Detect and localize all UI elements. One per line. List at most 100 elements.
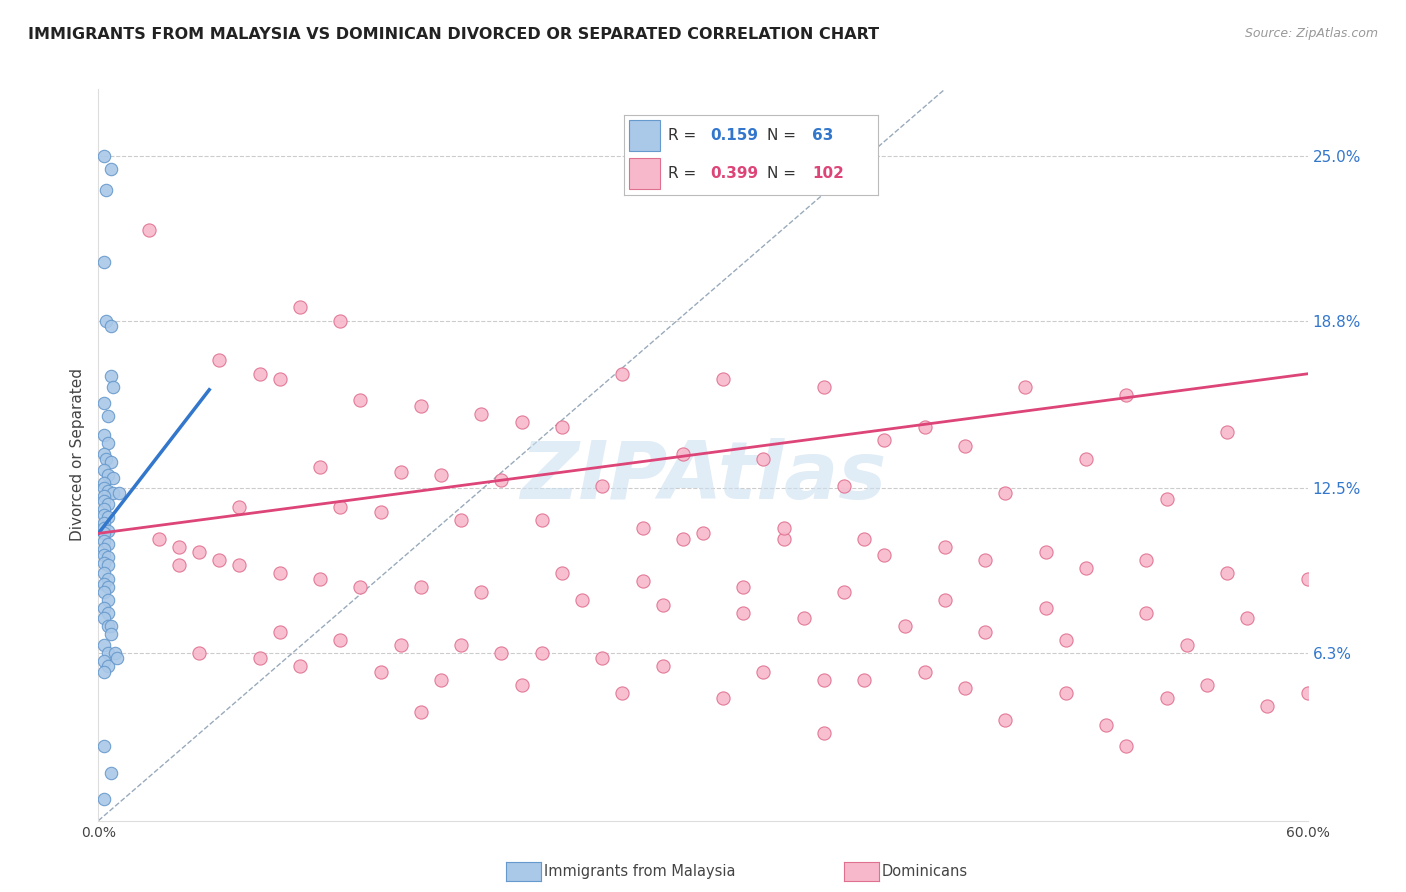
Point	[97, 580, 120, 594]
Bar	[630, 120, 659, 151]
Point	[1216, 566, 1239, 581]
Point	[1236, 611, 1258, 625]
Point	[96, 183, 118, 197]
Point	[100, 369, 122, 384]
Point	[953, 439, 976, 453]
Point	[651, 598, 673, 612]
Point	[1256, 699, 1278, 714]
Point	[672, 532, 695, 546]
Point	[97, 606, 120, 620]
Point	[97, 409, 120, 424]
Point	[1054, 686, 1077, 700]
Point	[813, 673, 835, 687]
Point	[288, 659, 311, 673]
Point	[329, 313, 352, 327]
Point	[93, 521, 115, 535]
Point	[692, 526, 714, 541]
Point	[510, 678, 533, 692]
Point	[1115, 388, 1137, 402]
Point	[1135, 553, 1157, 567]
Point	[329, 500, 352, 514]
Point	[591, 478, 613, 492]
Point	[873, 434, 896, 448]
Point	[551, 566, 574, 581]
Point	[93, 611, 115, 625]
Text: 63: 63	[813, 128, 834, 144]
Point	[349, 580, 371, 594]
Text: ZIPAtlas: ZIPAtlas	[520, 438, 886, 516]
Point	[100, 318, 122, 333]
Point	[813, 380, 835, 394]
Point	[1035, 545, 1057, 559]
Point	[571, 593, 593, 607]
Point	[97, 467, 120, 482]
Point	[612, 686, 634, 700]
Bar	[630, 158, 659, 189]
Point	[832, 585, 855, 599]
Point	[853, 532, 876, 546]
Text: 0.399: 0.399	[711, 166, 759, 181]
Text: R =: R =	[668, 128, 700, 144]
Point	[188, 646, 211, 660]
Point	[93, 792, 115, 806]
Text: 102: 102	[813, 166, 844, 181]
Point	[97, 619, 120, 633]
Text: N =: N =	[766, 166, 800, 181]
Point	[249, 367, 271, 381]
Point	[389, 638, 412, 652]
Point	[994, 486, 1017, 500]
Point	[772, 532, 794, 546]
Point	[93, 502, 115, 516]
Point	[1156, 691, 1178, 706]
Point	[370, 665, 392, 679]
Point	[93, 516, 115, 530]
Point	[450, 638, 472, 652]
Point	[97, 659, 120, 673]
Point	[93, 462, 115, 476]
Point	[105, 651, 128, 665]
Point	[934, 593, 956, 607]
Point	[97, 593, 120, 607]
Point	[188, 545, 211, 559]
Point	[249, 651, 271, 665]
Point	[1095, 718, 1118, 732]
Point	[631, 574, 654, 589]
Point	[934, 540, 956, 554]
Point	[93, 585, 115, 599]
Point	[672, 447, 695, 461]
Text: Immigrants from Malaysia: Immigrants from Malaysia	[544, 864, 735, 879]
Point	[1135, 606, 1157, 620]
Point	[93, 542, 115, 557]
Point	[100, 627, 122, 641]
Point	[93, 739, 115, 754]
Point	[93, 149, 115, 163]
Point	[93, 577, 115, 591]
Point	[93, 396, 115, 410]
Point	[97, 524, 120, 538]
Point	[1296, 686, 1319, 700]
Point	[733, 580, 755, 594]
Point	[288, 301, 311, 315]
Point	[101, 470, 124, 484]
Point	[97, 436, 120, 450]
Point	[893, 619, 915, 633]
Point	[1074, 451, 1097, 466]
Point	[96, 451, 118, 466]
Point	[1216, 425, 1239, 440]
Point	[103, 646, 125, 660]
Point	[974, 553, 997, 567]
Point	[329, 632, 352, 647]
Point	[832, 478, 855, 492]
Point	[1296, 572, 1319, 586]
Point	[551, 420, 574, 434]
Point	[530, 513, 553, 527]
Point	[470, 585, 492, 599]
Point	[100, 454, 122, 468]
Point	[93, 447, 115, 461]
Point	[97, 510, 120, 524]
Point	[711, 372, 734, 386]
Point	[167, 558, 190, 573]
Text: Dominicans: Dominicans	[882, 864, 967, 879]
Point	[100, 161, 122, 176]
Point	[1115, 739, 1137, 754]
